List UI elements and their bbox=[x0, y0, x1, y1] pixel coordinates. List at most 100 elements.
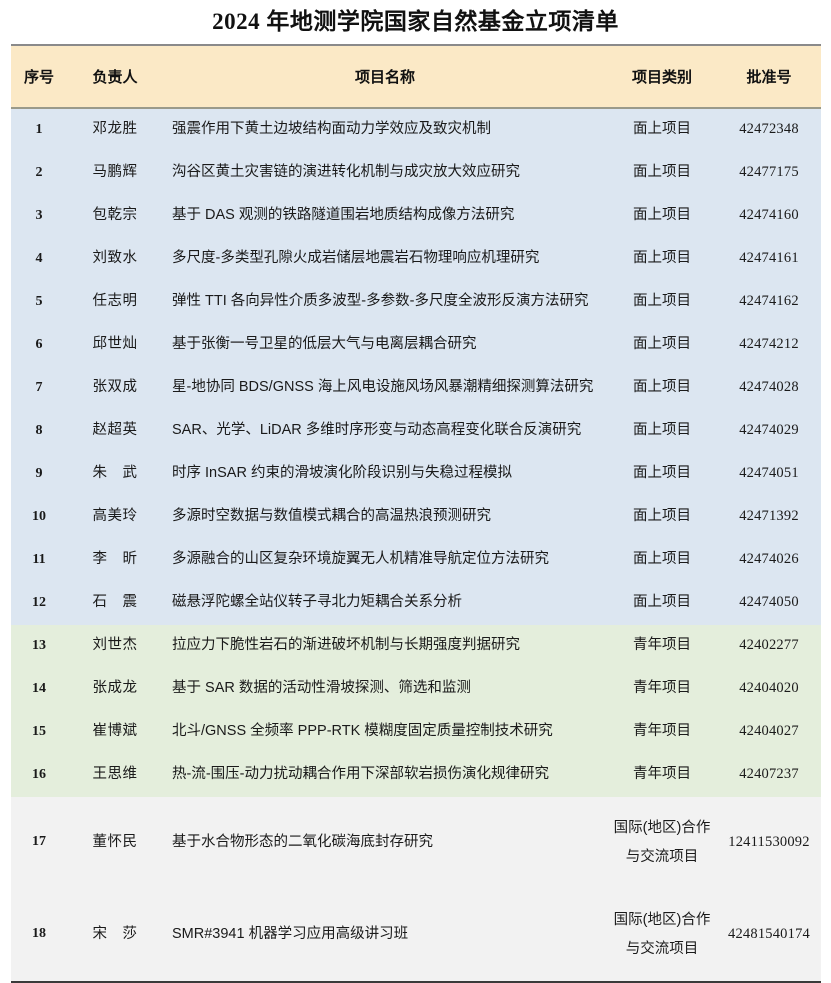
cell-project-title: 北斗/GNSS 全频率 PPP-RTK 模糊度固定质量控制技术研究 bbox=[172, 723, 553, 740]
table-header-row: 序号 负责人 项目名称 项目类别 批准号 bbox=[11, 45, 821, 109]
cell-principal-investigator: 王思维 bbox=[92, 766, 138, 783]
cell-project-category: 面上项目 bbox=[633, 336, 691, 353]
cell-project-title: 强震作用下黄土边坡结构面动力学效应及致灾机制 bbox=[172, 121, 491, 138]
cell-principal-investigator: 朱 武 bbox=[92, 465, 138, 482]
cell-serial-number: 12 bbox=[32, 594, 46, 610]
cell-approval-number: 42404027 bbox=[739, 723, 799, 740]
cell-project-category: 青年项目 bbox=[633, 637, 691, 654]
cell-project-title: 弹性 TTI 各向异性介质多波型-多参数-多尺度全波形反演方法研究 bbox=[172, 293, 589, 310]
cell-principal-investigator: 包乾宗 bbox=[92, 207, 138, 224]
cell-serial-number: 3 bbox=[35, 207, 43, 223]
table-row: 14 张成龙 基于 SAR 数据的活动性滑坡探测、筛选和监测 青年项目 42404020 bbox=[11, 667, 821, 711]
cell-approval-number: 42474160 bbox=[739, 207, 799, 224]
cell-project-category: 面上项目 bbox=[633, 293, 691, 310]
cell-serial-number: 5 bbox=[35, 293, 43, 309]
table-header: 序号 负责人 项目名称 项目类别 批准号 bbox=[11, 45, 821, 109]
cell-principal-investigator: 张双成 bbox=[92, 379, 138, 396]
cell-project-title: 多尺度-多类型孔隙火成岩储层地震岩石物理响应机理研究 bbox=[172, 250, 540, 267]
table-body: 1 邓龙胜 强震作用下黄土边坡结构面动力学效应及致灾机制 面上项目 42472348 2 马… bbox=[11, 107, 821, 981]
cell-principal-investigator: 张成龙 bbox=[92, 680, 138, 697]
cell-project-category: 面上项目 bbox=[633, 508, 691, 525]
cell-principal-investigator: 宋 莎 bbox=[92, 925, 138, 942]
cell-project-category: 面上项目 bbox=[633, 164, 691, 181]
cell-project-category: 青年项目 bbox=[633, 723, 691, 740]
cell-project-category: 面上项目 bbox=[633, 250, 691, 267]
table-row: 2 马鹏辉 沟谷区黄土灾害链的演进转化机制与成灾放大效应研究 面上项目 42477175 bbox=[11, 151, 821, 195]
cell-approval-number: 42474026 bbox=[739, 551, 799, 568]
cell-project-title: 沟谷区黄土灾害链的演进转化机制与成灾放大效应研究 bbox=[172, 164, 520, 181]
cell-serial-number: 2 bbox=[35, 164, 43, 180]
cell-principal-investigator: 邓龙胜 bbox=[92, 121, 138, 138]
cell-project-title: 多源融合的山区复杂环境旋翼无人机精准导航定位方法研究 bbox=[172, 551, 549, 568]
cell-approval-number: 42474051 bbox=[739, 465, 799, 482]
table-row: 1 邓龙胜 强震作用下黄土边坡结构面动力学效应及致灾机制 面上项目 42472348 bbox=[11, 107, 821, 152]
cell-serial-number: 16 bbox=[32, 766, 46, 782]
cell-project-title: SMR#3941 机器学习应用高级讲习班 bbox=[172, 925, 409, 942]
cell-project-title: 基于张衡一号卫星的低层大气与电离层耦合研究 bbox=[172, 336, 477, 353]
table-row: 3 包乾宗 基于 DAS 观测的铁路隧道围岩地质结构成像方法研究 面上项目 424741… bbox=[11, 194, 821, 238]
cell-project-title: 基于 SAR 数据的活动性滑坡探测、筛选和监测 bbox=[172, 680, 471, 697]
cell-project-title: 时序 InSAR 约束的滑坡演化阶段识别与失稳过程模拟 bbox=[172, 465, 512, 482]
cell-approval-number: 12411530092 bbox=[728, 833, 810, 850]
cell-serial-number: 8 bbox=[35, 422, 43, 438]
table-row: 13 刘世杰 拉应力下脆性岩石的渐进破坏机制与长期强度判据研究 青年项目 4240227… bbox=[11, 624, 821, 668]
cell-serial-number: 7 bbox=[35, 379, 43, 395]
cell-principal-investigator: 赵超英 bbox=[92, 422, 138, 439]
cell-project-title: 星-地协同 BDS/GNSS 海上风电设施风场风暴潮精细探测算法研究 bbox=[172, 379, 594, 396]
cell-project-title: 拉应力下脆性岩石的渐进破坏机制与长期强度判据研究 bbox=[172, 637, 520, 654]
cell-approval-number: 42474162 bbox=[739, 293, 799, 310]
cell-project-title: 热-流-围压-动力扰动耦合作用下深部软岩损伤演化规律研究 bbox=[172, 766, 549, 783]
cell-approval-number: 42477175 bbox=[739, 164, 799, 181]
table-row: 16 王思维 热-流-围压-动力扰动耦合作用下深部软岩损伤演化规律研究 青年项目 424… bbox=[11, 753, 821, 797]
column-header-no: 序号 bbox=[11, 45, 67, 109]
cell-project-category: 面上项目 bbox=[633, 207, 691, 224]
cell-principal-investigator: 李 昕 bbox=[92, 551, 138, 568]
cell-project-category: 面上项目 bbox=[633, 465, 691, 482]
cell-project-title: 基于 DAS 观测的铁路隧道围岩地质结构成像方法研究 bbox=[172, 207, 515, 224]
cell-serial-number: 9 bbox=[35, 465, 43, 481]
cell-project-title: 磁悬浮陀螺全站仪转子寻北力矩耦合关系分析 bbox=[172, 594, 462, 611]
cell-approval-number: 42474212 bbox=[739, 336, 799, 353]
cell-project-title: SAR、光学、LiDAR 多维时序形变与动态高程变化联合反演研究 bbox=[172, 422, 582, 439]
page-title: 2024 年地测学院国家自然基金立项清单 bbox=[212, 9, 619, 34]
cell-principal-investigator: 石 震 bbox=[92, 594, 138, 611]
cell-approval-number: 42474028 bbox=[739, 379, 799, 396]
table-row: 5 任志明 弹性 TTI 各向异性介质多波型-多参数-多尺度全波形反演方法研究 面上项… bbox=[11, 280, 821, 324]
column-header-title: 项目名称 bbox=[163, 45, 607, 109]
cell-serial-number: 1 bbox=[35, 121, 43, 137]
cell-project-title: 多源时空数据与数值模式耦合的高温热浪预测研究 bbox=[172, 508, 491, 525]
cell-serial-number: 6 bbox=[35, 336, 43, 352]
cell-principal-investigator: 马鹏辉 bbox=[92, 164, 138, 181]
cell-principal-investigator: 董怀民 bbox=[92, 833, 138, 850]
cell-approval-number: 42481540174 bbox=[728, 925, 810, 942]
cell-serial-number: 18 bbox=[32, 926, 46, 942]
column-header-code: 批准号 bbox=[717, 45, 821, 109]
cell-project-category: 面上项目 bbox=[633, 121, 691, 138]
cell-project-category: 国际(地区)合作与交流项目 bbox=[613, 911, 711, 957]
cell-project-category: 青年项目 bbox=[633, 766, 691, 783]
table-row: 11 李 昕 多源融合的山区复杂环境旋翼无人机精准导航定位方法研究 面上项目 42474… bbox=[11, 538, 821, 582]
grant-table: 序号 负责人 项目名称 项目类别 批准号 1 邓龙胜 强震作用下黄土边坡结构面动力学… bbox=[11, 45, 821, 981]
cell-serial-number: 11 bbox=[32, 551, 46, 567]
table-row: 7 张双成 星-地协同 BDS/GNSS 海上风电设施风场风暴潮精细探测算法研究 面上… bbox=[11, 366, 821, 410]
table-row: 10 高美玲 多源时空数据与数值模式耦合的高温热浪预测研究 面上项目 42471392 bbox=[11, 495, 821, 539]
grant-table-container: 序号 负责人 项目名称 项目类别 批准号 1 邓龙胜 强震作用下黄土边坡结构面动力学… bbox=[11, 43, 821, 983]
cell-serial-number: 14 bbox=[32, 680, 46, 696]
cell-principal-investigator: 刘世杰 bbox=[92, 637, 138, 654]
cell-approval-number: 42404020 bbox=[739, 680, 799, 697]
table-row: 4 刘致水 多尺度-多类型孔隙火成岩储层地震岩石物理响应机理研究 面上项目 424741… bbox=[11, 237, 821, 281]
cell-approval-number: 42474050 bbox=[739, 594, 799, 611]
cell-approval-number: 42402277 bbox=[739, 637, 799, 654]
cell-project-category: 面上项目 bbox=[633, 594, 691, 611]
cell-serial-number: 4 bbox=[35, 250, 43, 266]
cell-principal-investigator: 高美玲 bbox=[92, 508, 138, 525]
cell-project-category: 国际(地区)合作与交流项目 bbox=[613, 819, 711, 865]
cell-principal-investigator: 任志明 bbox=[92, 293, 138, 310]
table-row: 15 崔博斌 北斗/GNSS 全频率 PPP-RTK 模糊度固定质量控制技术研究 青年… bbox=[11, 710, 821, 754]
cell-approval-number: 42471392 bbox=[739, 508, 799, 525]
table-row: 12 石 震 磁悬浮陀螺全站仪转子寻北力矩耦合关系分析 面上项目 42474050 bbox=[11, 581, 821, 625]
cell-serial-number: 15 bbox=[32, 723, 46, 739]
cell-project-category: 面上项目 bbox=[633, 379, 691, 396]
cell-approval-number: 42407237 bbox=[739, 766, 799, 783]
